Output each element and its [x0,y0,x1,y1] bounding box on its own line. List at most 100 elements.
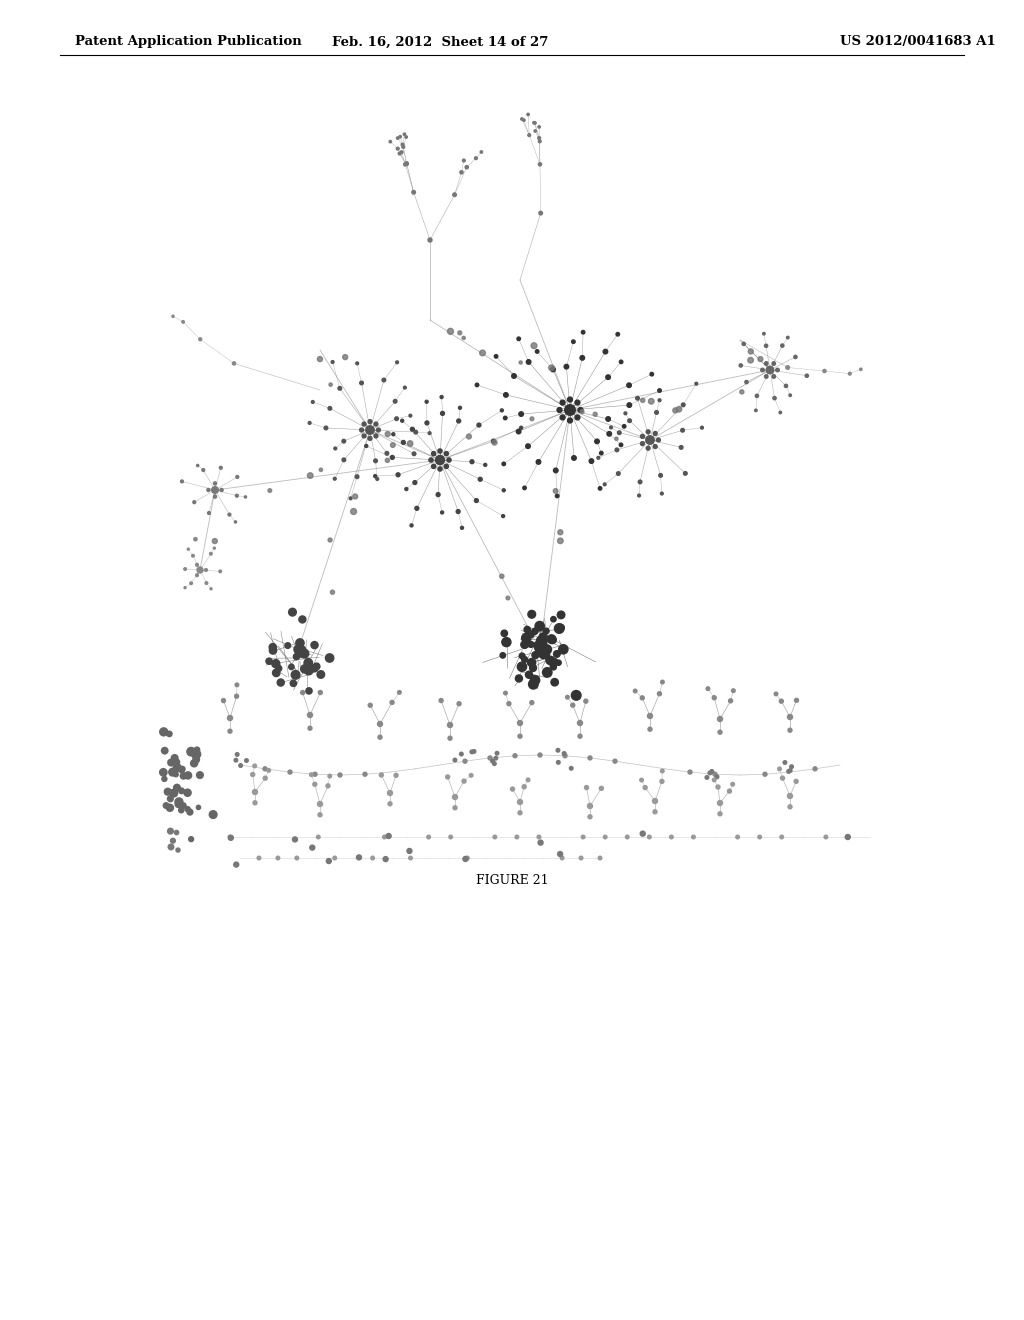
Circle shape [579,408,583,412]
Circle shape [616,471,621,475]
Circle shape [467,434,471,440]
Circle shape [620,444,623,446]
Circle shape [522,119,525,121]
Circle shape [628,418,632,422]
Circle shape [447,329,454,334]
Circle shape [562,751,566,755]
Circle shape [763,772,767,776]
Circle shape [756,395,759,397]
Circle shape [399,136,401,137]
Circle shape [313,772,317,776]
Circle shape [492,440,497,445]
Circle shape [429,458,433,462]
Circle shape [501,630,508,636]
Circle shape [439,698,443,702]
Circle shape [197,465,199,467]
Circle shape [560,414,565,420]
Circle shape [551,616,556,622]
Circle shape [253,801,257,805]
Circle shape [319,469,323,471]
Circle shape [173,759,179,766]
Circle shape [563,754,567,758]
Circle shape [518,810,522,814]
Circle shape [780,836,783,838]
Circle shape [500,574,504,578]
Circle shape [334,478,336,480]
Circle shape [556,760,560,764]
Circle shape [571,341,575,343]
Circle shape [194,537,197,541]
Circle shape [168,759,174,766]
Circle shape [537,636,544,644]
Circle shape [494,756,498,760]
Circle shape [474,157,477,160]
Circle shape [163,803,169,808]
Circle shape [525,671,532,678]
Circle shape [615,447,618,451]
Circle shape [350,508,356,515]
Circle shape [700,426,703,429]
Circle shape [425,400,428,403]
Circle shape [329,383,332,387]
Circle shape [783,760,786,764]
Circle shape [460,752,463,756]
Circle shape [267,768,270,772]
Circle shape [164,788,171,795]
Circle shape [431,465,436,469]
Circle shape [766,366,774,374]
Circle shape [462,337,465,339]
Circle shape [558,624,564,631]
Circle shape [638,494,640,496]
Circle shape [571,690,581,700]
Circle shape [187,548,189,550]
Circle shape [220,488,223,491]
Circle shape [496,751,499,755]
Circle shape [461,527,464,529]
Circle shape [656,438,660,442]
Circle shape [411,428,415,432]
Circle shape [588,804,593,808]
Circle shape [290,680,297,686]
Text: Patent Application Publication: Patent Application Publication [75,36,302,49]
Circle shape [603,483,606,486]
Circle shape [478,478,482,482]
Circle shape [234,521,237,523]
Circle shape [195,747,200,752]
Circle shape [317,801,323,807]
Circle shape [736,836,739,838]
Circle shape [401,441,406,445]
Circle shape [173,764,181,772]
Circle shape [539,140,541,143]
Circle shape [317,356,323,362]
Circle shape [824,836,827,838]
Circle shape [191,554,195,557]
Circle shape [386,833,391,838]
Circle shape [326,653,334,663]
Circle shape [438,449,442,453]
Circle shape [543,645,552,653]
Circle shape [515,836,519,838]
Circle shape [528,642,534,647]
Circle shape [776,368,779,372]
Circle shape [396,473,400,477]
Circle shape [616,333,620,337]
Circle shape [584,700,588,704]
Circle shape [530,676,540,685]
Circle shape [560,400,565,405]
Circle shape [213,495,216,498]
Circle shape [187,747,196,756]
Circle shape [589,459,594,463]
Circle shape [763,333,765,335]
Circle shape [160,727,168,735]
Circle shape [221,698,225,702]
Circle shape [383,857,388,862]
Circle shape [636,396,639,400]
Circle shape [236,475,239,478]
Circle shape [431,451,436,455]
Circle shape [308,726,312,730]
Circle shape [538,125,541,128]
Circle shape [780,345,784,347]
Circle shape [640,696,644,700]
Circle shape [438,467,442,471]
Circle shape [758,356,763,362]
